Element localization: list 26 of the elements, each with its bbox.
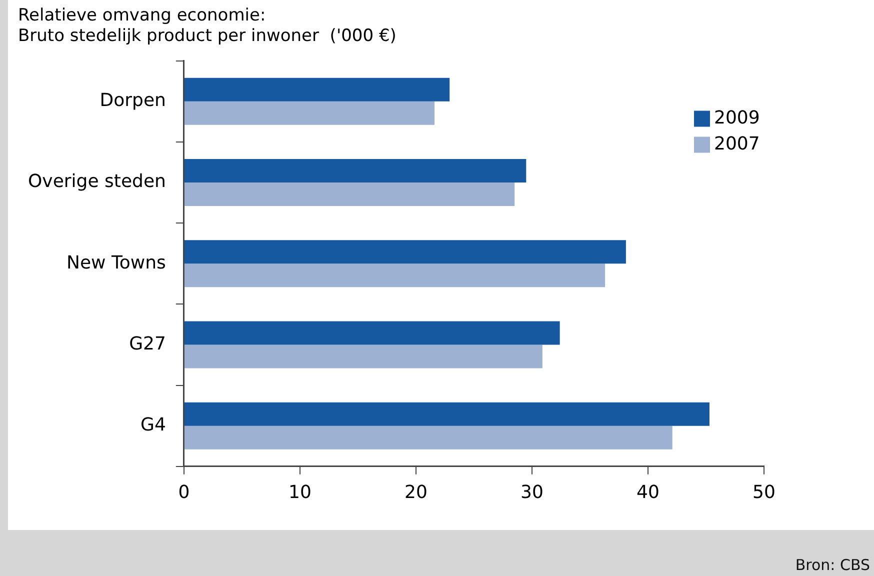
y-tick-label: G27: [129, 333, 166, 354]
bar: [184, 240, 626, 264]
y-tick-label: New Towns: [66, 252, 166, 274]
bar: [184, 264, 606, 288]
bar: [184, 344, 542, 368]
bar: [184, 158, 526, 182]
legend-label: 2009: [714, 107, 760, 128]
bar: [184, 321, 560, 345]
x-tick-label: 40: [636, 482, 660, 503]
bar: [184, 101, 435, 125]
bar: [184, 182, 515, 206]
x-tick-label: 10: [288, 482, 312, 503]
y-tick-label: Overige steden: [28, 171, 166, 192]
x-tick-label: 50: [752, 482, 776, 503]
bar: [184, 426, 672, 450]
y-tick-label: Dorpen: [100, 90, 166, 112]
x-tick-label: 0: [178, 482, 190, 503]
text: Bron: CBS: [795, 556, 870, 574]
x-tick-label: 30: [520, 482, 544, 503]
bar: [184, 402, 710, 426]
x-tick-label: 20: [404, 482, 428, 503]
chart-subtitle: Bruto stedelijk product per inwoner ('000 €): [18, 26, 396, 46]
chart-title: Relatieve omvang economie:: [18, 6, 266, 26]
legend-label: 2007: [714, 133, 760, 154]
y-tick-label: G4: [140, 414, 166, 436]
bar: [184, 78, 450, 102]
